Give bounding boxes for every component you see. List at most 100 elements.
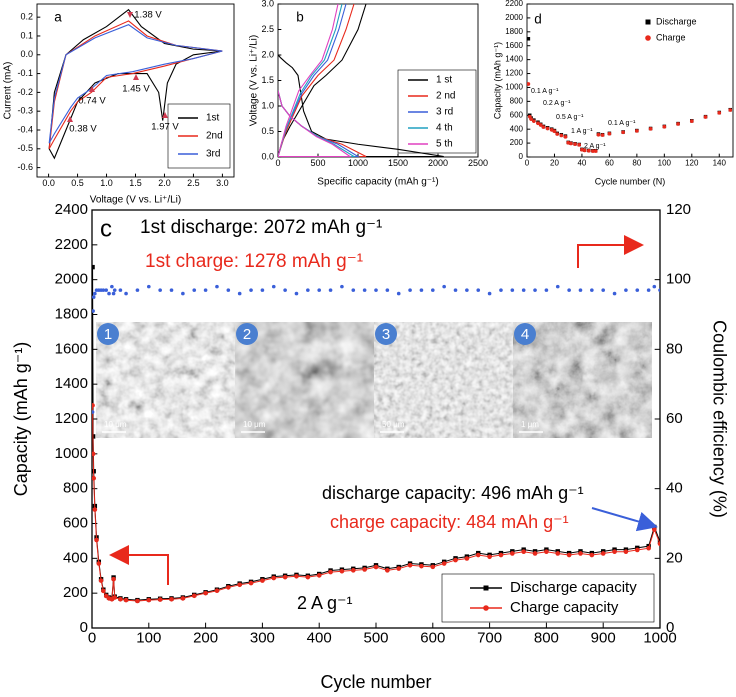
marker [294,573,299,579]
marker [453,288,458,292]
x-tick-label: 120 [685,159,699,168]
marker [487,291,492,296]
series-group [92,264,660,604]
marker [689,119,694,124]
annotation: 1st charge: 1278 mAh g⁻¹ [145,251,363,272]
legend-label: Charge capacity [510,599,619,616]
series-group [48,8,223,160]
marker [294,291,299,296]
y-tick-label: 200 [510,138,524,147]
series-line [278,4,360,157]
marker [316,573,322,578]
marker [180,596,186,601]
marker [340,284,344,289]
marker [214,588,220,594]
marker [407,563,413,568]
x-tick-label: 100 [136,629,161,646]
x-tick-label: 80 [632,159,641,168]
marker [566,552,572,558]
legend-marker [645,19,651,25]
marker [111,576,116,582]
marker [586,148,591,153]
x-tick-label: 3.0 [216,178,229,188]
marker [306,288,310,292]
marker [110,284,114,289]
arrow [577,235,644,268]
marker [555,284,560,289]
marker [339,568,345,574]
inset-label: 4 [521,326,529,343]
x-axis-title: Cycle number (N) [595,176,666,186]
marker [623,549,629,555]
marker [92,507,98,512]
marker [635,129,639,133]
inset-badge [97,323,119,345]
y-tick-label: 0.0 [261,151,274,161]
y-tick-label: -0.5 [17,143,33,153]
series-group [278,4,444,157]
marker [98,578,104,583]
x-tick-label: 1.5 [129,178,142,188]
y-tick-label: 800 [63,480,88,497]
marker [92,264,95,270]
sem-image [374,322,513,438]
inset-badge [236,323,258,345]
x-tick-label: 0 [88,629,96,646]
x-tick-label: 40 [577,159,586,168]
y-tick-label: 1200 [55,410,88,427]
marker [271,284,276,289]
marker [92,403,95,408]
marker [396,291,401,296]
y-tick-label: 2200 [505,0,523,8]
marker [146,597,152,603]
marker [396,566,402,571]
marker [419,288,424,292]
marker [538,123,543,127]
y-tick-label: 0.1 [20,30,33,40]
marker [499,288,503,292]
marker [431,288,435,292]
y-tick-label: 1800 [55,305,88,322]
marker [408,288,412,292]
annotation: 2 A g⁻¹ [297,593,353,613]
inset-badge [514,323,536,345]
marker [158,288,162,292]
marker [573,142,577,146]
y-tick-label: 1600 [505,41,523,50]
marker [191,593,197,599]
x-tick-label: 500 [310,158,325,168]
marker [101,288,106,292]
peak-marker [133,74,139,80]
marker [147,284,151,289]
marker [385,568,390,573]
marker [123,597,129,603]
legend-marker [483,585,489,591]
scale-label: 1 μm [521,420,539,429]
marker [282,574,288,580]
marker [112,595,118,600]
marker [92,410,95,414]
marker [600,551,606,556]
marker [657,541,660,547]
legend-marker [645,35,651,41]
marker [237,291,242,296]
y-tick-label: 1400 [55,375,88,392]
marker [169,288,174,292]
marker [529,117,533,121]
x-tick-label: 20 [550,159,559,168]
plot-frame [526,3,734,158]
inset-label: 3 [382,326,390,343]
legend-label: Discharge capacity [510,579,637,596]
marker [566,140,571,145]
marker [521,549,526,555]
marker [248,580,254,586]
marker [135,288,140,292]
legend-label: 4 th [436,123,453,134]
arrow [591,507,658,532]
marker [135,598,140,604]
marker [621,130,625,135]
sem-image [235,322,374,438]
sem-image [96,322,235,438]
y-tick-label: 1800 [505,27,523,36]
marker [578,288,583,292]
